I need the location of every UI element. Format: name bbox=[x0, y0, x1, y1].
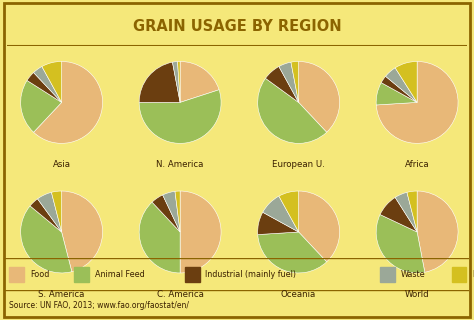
Text: Africa: Africa bbox=[405, 160, 429, 169]
Text: S. America: S. America bbox=[38, 290, 85, 299]
Wedge shape bbox=[299, 61, 339, 132]
Wedge shape bbox=[178, 61, 180, 102]
Text: Asia: Asia bbox=[53, 160, 71, 169]
Wedge shape bbox=[180, 191, 221, 273]
Wedge shape bbox=[37, 192, 62, 232]
Wedge shape bbox=[42, 61, 62, 102]
Wedge shape bbox=[279, 62, 299, 102]
Wedge shape bbox=[395, 61, 417, 102]
Text: Resown: Resown bbox=[472, 270, 474, 279]
Text: Waste: Waste bbox=[401, 270, 425, 279]
Wedge shape bbox=[173, 61, 180, 102]
Text: Food: Food bbox=[30, 270, 49, 279]
Wedge shape bbox=[21, 80, 62, 132]
Wedge shape bbox=[21, 206, 72, 273]
Text: GRAIN USAGE BY REGION: GRAIN USAGE BY REGION bbox=[133, 19, 341, 34]
Bar bbox=[380, 267, 395, 282]
Wedge shape bbox=[30, 199, 62, 232]
Text: Oceania: Oceania bbox=[281, 290, 316, 299]
Bar bbox=[452, 267, 466, 282]
Wedge shape bbox=[376, 215, 425, 273]
Wedge shape bbox=[139, 62, 180, 102]
Wedge shape bbox=[52, 191, 62, 232]
Wedge shape bbox=[34, 61, 102, 143]
Wedge shape bbox=[279, 191, 299, 232]
Wedge shape bbox=[265, 67, 299, 102]
Bar bbox=[185, 267, 200, 282]
Wedge shape bbox=[180, 61, 219, 102]
Wedge shape bbox=[163, 191, 180, 232]
Bar bbox=[74, 267, 89, 282]
Text: C. America: C. America bbox=[157, 290, 203, 299]
Wedge shape bbox=[407, 191, 417, 232]
Text: Industrial (mainly fuel): Industrial (mainly fuel) bbox=[205, 270, 296, 279]
Wedge shape bbox=[152, 195, 180, 232]
Wedge shape bbox=[258, 78, 327, 143]
Wedge shape bbox=[139, 90, 221, 143]
Wedge shape bbox=[62, 191, 102, 272]
Wedge shape bbox=[380, 197, 417, 232]
Wedge shape bbox=[291, 61, 299, 102]
Wedge shape bbox=[376, 61, 458, 143]
Wedge shape bbox=[263, 196, 299, 232]
Wedge shape bbox=[175, 191, 180, 232]
Text: N. America: N. America bbox=[156, 160, 204, 169]
Wedge shape bbox=[258, 212, 299, 235]
Wedge shape bbox=[376, 83, 417, 105]
Wedge shape bbox=[34, 67, 62, 102]
Wedge shape bbox=[299, 191, 339, 262]
Text: World: World bbox=[405, 290, 429, 299]
Text: European U.: European U. bbox=[272, 160, 325, 169]
Wedge shape bbox=[417, 191, 458, 272]
Wedge shape bbox=[27, 73, 62, 102]
Wedge shape bbox=[258, 232, 327, 273]
Wedge shape bbox=[395, 192, 417, 232]
Wedge shape bbox=[139, 202, 180, 273]
Bar bbox=[9, 267, 24, 282]
Wedge shape bbox=[385, 68, 417, 102]
Text: Animal Feed: Animal Feed bbox=[95, 270, 145, 279]
Wedge shape bbox=[381, 76, 417, 102]
Text: Source: UN FAO, 2013; www.fao.org/faostat/en/: Source: UN FAO, 2013; www.fao.org/faosta… bbox=[9, 301, 190, 310]
